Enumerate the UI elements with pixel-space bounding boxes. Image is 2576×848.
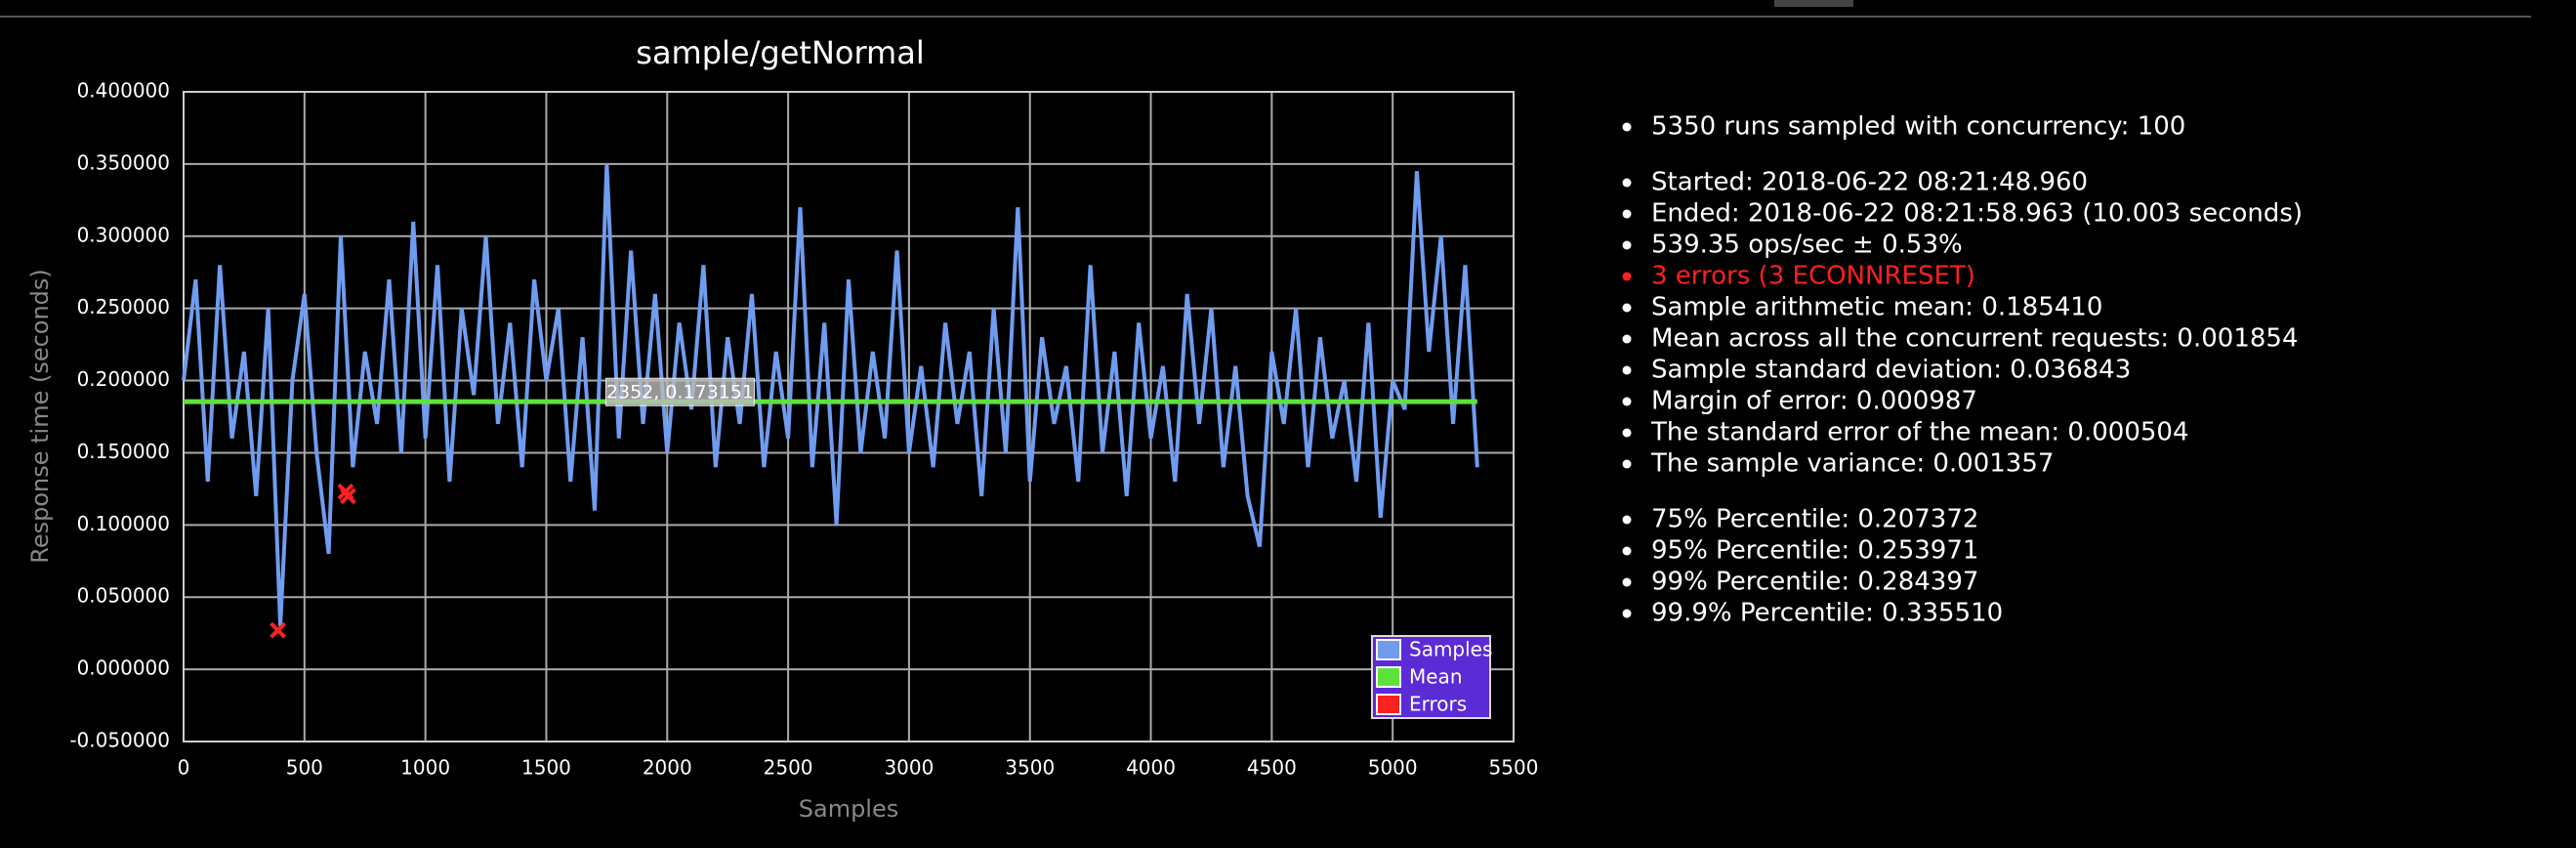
x-tick-label: 0 bbox=[178, 756, 190, 780]
stat-item: Started: 2018-06-22 08:21:48.960 bbox=[1651, 168, 2088, 197]
plot-border bbox=[183, 91, 1515, 742]
stat-item: 99.9% Percentile: 0.335510 bbox=[1651, 599, 2003, 628]
y-tick-label: 0.050000 bbox=[77, 584, 170, 608]
stat-item: Margin of error: 0.000987 bbox=[1651, 387, 1977, 416]
tooltip-text: 2352, 0.173151 bbox=[606, 382, 754, 403]
x-axis-label: Samples bbox=[799, 795, 899, 823]
legend-swatch bbox=[1376, 666, 1401, 688]
y-tick-label: 0.400000 bbox=[77, 79, 170, 103]
x-tick-label: 4500 bbox=[1247, 756, 1297, 780]
stat-item: The standard error of the mean: 0.000504 bbox=[1650, 418, 2189, 447]
legend-swatch bbox=[1376, 694, 1401, 715]
bullet bbox=[1622, 365, 1632, 375]
x-tick-label: 3000 bbox=[884, 756, 934, 780]
x-tick-label: 4000 bbox=[1126, 756, 1176, 780]
y-tick-label: 0.000000 bbox=[77, 657, 170, 680]
x-tick-label: 1500 bbox=[521, 756, 571, 780]
tooltip-box bbox=[604, 377, 755, 406]
bullet bbox=[1622, 459, 1632, 469]
stat-item: Sample standard deviation: 0.036843 bbox=[1651, 356, 2131, 385]
chart-title: sample/getNormal bbox=[636, 34, 924, 71]
bullet bbox=[1622, 178, 1632, 188]
legend-swatch bbox=[1376, 639, 1401, 660]
samples-line bbox=[182, 163, 1479, 626]
bullet bbox=[1622, 303, 1632, 313]
y-tick-label: 0.150000 bbox=[77, 440, 170, 463]
tooltip: 2352, 0.173151 bbox=[604, 377, 755, 406]
bullet bbox=[1622, 428, 1632, 438]
y-tick-label: 0.200000 bbox=[77, 367, 170, 391]
bullet bbox=[1622, 546, 1632, 556]
y-tick-label: 0.100000 bbox=[77, 512, 170, 535]
bullet bbox=[1622, 122, 1632, 132]
bullet bbox=[1622, 334, 1632, 344]
bullet bbox=[1622, 397, 1632, 406]
bullet bbox=[1622, 209, 1632, 219]
bullet bbox=[1622, 609, 1632, 618]
y-tick-label: 0.300000 bbox=[77, 223, 170, 246]
stat-item: 75% Percentile: 0.207372 bbox=[1651, 505, 1978, 534]
x-tick-label: 5500 bbox=[1489, 756, 1539, 780]
legend-label: Errors bbox=[1409, 693, 1467, 716]
y-tick-label: -0.050000 bbox=[69, 729, 170, 752]
error-marker bbox=[270, 621, 286, 639]
y-tick-label: 0.350000 bbox=[77, 150, 170, 174]
stat-item: 99% Percentile: 0.284397 bbox=[1651, 568, 1978, 597]
legend-label: Samples bbox=[1409, 638, 1492, 661]
bullet bbox=[1622, 577, 1632, 587]
stat-item: 539.35 ops/sec ± 0.53% bbox=[1651, 231, 1963, 260]
stat-item: Ended: 2018-06-22 08:21:58.963 (10.003 s… bbox=[1651, 199, 2303, 229]
stat-item: 95% Percentile: 0.253971 bbox=[1651, 536, 1978, 566]
stat-item: Sample arithmetic mean: 0.185410 bbox=[1651, 293, 2102, 322]
legend-label: Mean bbox=[1409, 665, 1463, 689]
top-tab bbox=[1774, 0, 1853, 7]
x-tick-label: 5000 bbox=[1368, 756, 1418, 780]
x-tick-label: 3500 bbox=[1005, 756, 1055, 780]
x-tick-label: 2500 bbox=[764, 756, 813, 780]
x-tick-label: 2000 bbox=[643, 756, 692, 780]
error-marker bbox=[339, 488, 356, 505]
x-tick-label: 1000 bbox=[400, 756, 450, 780]
bullet bbox=[1622, 515, 1632, 525]
bullet bbox=[1622, 240, 1632, 250]
x-tick-label: 500 bbox=[286, 756, 323, 780]
y-tick-label: 0.250000 bbox=[77, 295, 170, 318]
stat-item: 5350 runs sampled with concurrency: 100 bbox=[1651, 112, 2185, 142]
stat-item: Mean across all the concurrent requests:… bbox=[1651, 324, 2299, 354]
stat-item: The sample variance: 0.001357 bbox=[1650, 449, 2054, 479]
stat-item: 3 errors (3 ECONNRESET) bbox=[1651, 262, 1975, 291]
y-axis-label: Response time (seconds) bbox=[26, 269, 54, 564]
bullet bbox=[1622, 272, 1632, 281]
